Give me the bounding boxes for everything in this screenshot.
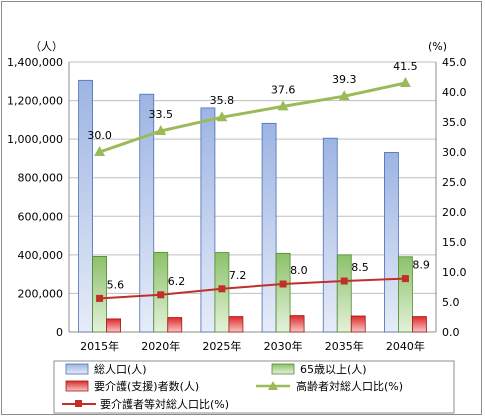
data-label-elderly-ratio: 39.3 — [332, 73, 357, 86]
right-tick-label: 5.0 — [442, 296, 460, 309]
line-care-ratio — [99, 277, 406, 300]
legend-marker-elderly — [268, 381, 278, 390]
marker-elderly-ratio — [399, 77, 411, 87]
category-label: 2015年 — [80, 339, 119, 353]
bar-total-pop — [384, 152, 399, 333]
right-tick-label: 0.0 — [442, 326, 460, 339]
marker-elderly-ratio — [155, 125, 167, 135]
left-tick-label: 200,000 — [18, 287, 64, 300]
data-label-elderly-ratio: 37.6 — [271, 83, 296, 96]
legend-swatch-care — [65, 380, 89, 392]
data-label-care-ratio: 6.2 — [168, 275, 186, 288]
marker-elderly-ratio — [94, 146, 106, 156]
data-label-elderly-ratio: 30.0 — [87, 129, 112, 142]
legend-care: 要介護(支援)者数(人) — [94, 379, 199, 393]
right-axis-unit: (%) — [428, 40, 447, 53]
data-labels: 30.0 33.5 35.8 37.6 39.3 41.5 5.6 6.2 7.2 8.0 8.5 8… — [87, 60, 430, 291]
left-tick-label: 800,000 — [18, 172, 64, 185]
bars — [78, 79, 427, 333]
category-label: 2020年 — [141, 339, 180, 353]
marker-elderly-ratio — [338, 90, 350, 101]
bar-total-pop — [322, 137, 338, 333]
right-tick-label: 10.0 — [442, 266, 467, 279]
bar-65-plus — [398, 256, 413, 333]
left-axis-ticks: 0 200,000 400,000 600,000 800,000 1,000,000 1,… — [7, 56, 63, 339]
bar-65-plus — [275, 252, 291, 333]
legend-swatch-65 — [271, 363, 295, 375]
category-label: 2035年 — [325, 339, 364, 353]
right-tick-label: 20.0 — [442, 206, 467, 219]
gridlines — [68, 61, 437, 333]
left-tick-label: 1,400,000 — [7, 56, 63, 69]
category-labels: 2015年 2020年 2025年 2030年 2035年 2040年 — [80, 339, 425, 353]
bar-care — [289, 315, 305, 333]
data-label-elderly-ratio: 41.5 — [393, 60, 418, 73]
data-label-care-ratio: 8.0 — [290, 264, 308, 277]
left-tick-label: 400,000 — [18, 249, 64, 262]
marker-care-ratio — [218, 285, 226, 293]
category-label: 2025年 — [202, 339, 241, 353]
legend-swatch-total-pop — [65, 363, 89, 375]
legend-care-ratio: 要介護者等対総人口比(%) — [100, 397, 229, 411]
left-tick-label: 600,000 — [18, 210, 64, 223]
marker-care-ratio — [340, 277, 348, 285]
lines — [94, 77, 411, 302]
data-label-care-ratio: 8.9 — [412, 259, 430, 272]
right-axis-ticks: 0.0 5.0 10.0 15.0 20.0 25.0 30.0 35.0 40.0 45.0 — [442, 56, 467, 339]
left-tick-label: 1,000,000 — [7, 133, 63, 146]
bar-care — [167, 317, 183, 333]
bar-total-pop — [200, 107, 216, 333]
data-label-care-ratio: 5.6 — [107, 278, 125, 291]
legend-total-pop: 総人口(人) — [94, 362, 147, 376]
legend: 総人口(人) 65歳以上(人) 要介護(支援)者数(人) 高齢者対総人口比(%)… — [53, 360, 455, 414]
category-label: 2030年 — [264, 339, 303, 353]
right-tick-label: 25.0 — [442, 176, 467, 189]
marker-care-ratio — [157, 291, 165, 299]
bar-65-plus — [336, 254, 352, 333]
bar-care — [106, 318, 121, 333]
marker-care-ratio — [279, 280, 287, 288]
bar-total-pop — [78, 79, 93, 333]
marker-elderly-ratio — [216, 111, 228, 122]
left-axis-unit: （人） — [30, 40, 63, 53]
bar-care — [350, 315, 366, 333]
right-tick-label: 15.0 — [442, 236, 467, 249]
legend-65: 65歳以上(人) — [300, 363, 367, 376]
category-label: 2040年 — [386, 339, 425, 353]
left-tick-label: 1,200,000 — [7, 95, 63, 108]
marker-care-ratio — [401, 275, 409, 283]
legend-box — [53, 360, 455, 414]
legend-elderly: 高齢者対総人口比(%) — [296, 379, 403, 393]
bar-care — [412, 316, 427, 333]
bar-total-pop — [139, 93, 155, 333]
bar-65-plus — [92, 255, 107, 333]
right-tick-label: 35.0 — [442, 116, 467, 129]
line-elderly-ratio — [99, 81, 406, 154]
left-tick-label: 0 — [56, 326, 63, 339]
bar-care — [228, 316, 244, 333]
data-label-elderly-ratio: 35.8 — [210, 94, 235, 107]
right-tick-label: 30.0 — [442, 146, 467, 159]
bar-total-pop — [261, 122, 277, 333]
marker-care-ratio — [96, 294, 104, 302]
data-label-elderly-ratio: 33.5 — [149, 108, 174, 121]
right-tick-label: 45.0 — [442, 56, 467, 69]
marker-elderly-ratio — [277, 100, 289, 111]
data-label-care-ratio: 8.5 — [351, 261, 369, 274]
right-tick-label: 40.0 — [442, 86, 467, 99]
data-label-care-ratio: 7.2 — [229, 269, 247, 282]
legend-marker-care-ratio — [75, 400, 82, 407]
